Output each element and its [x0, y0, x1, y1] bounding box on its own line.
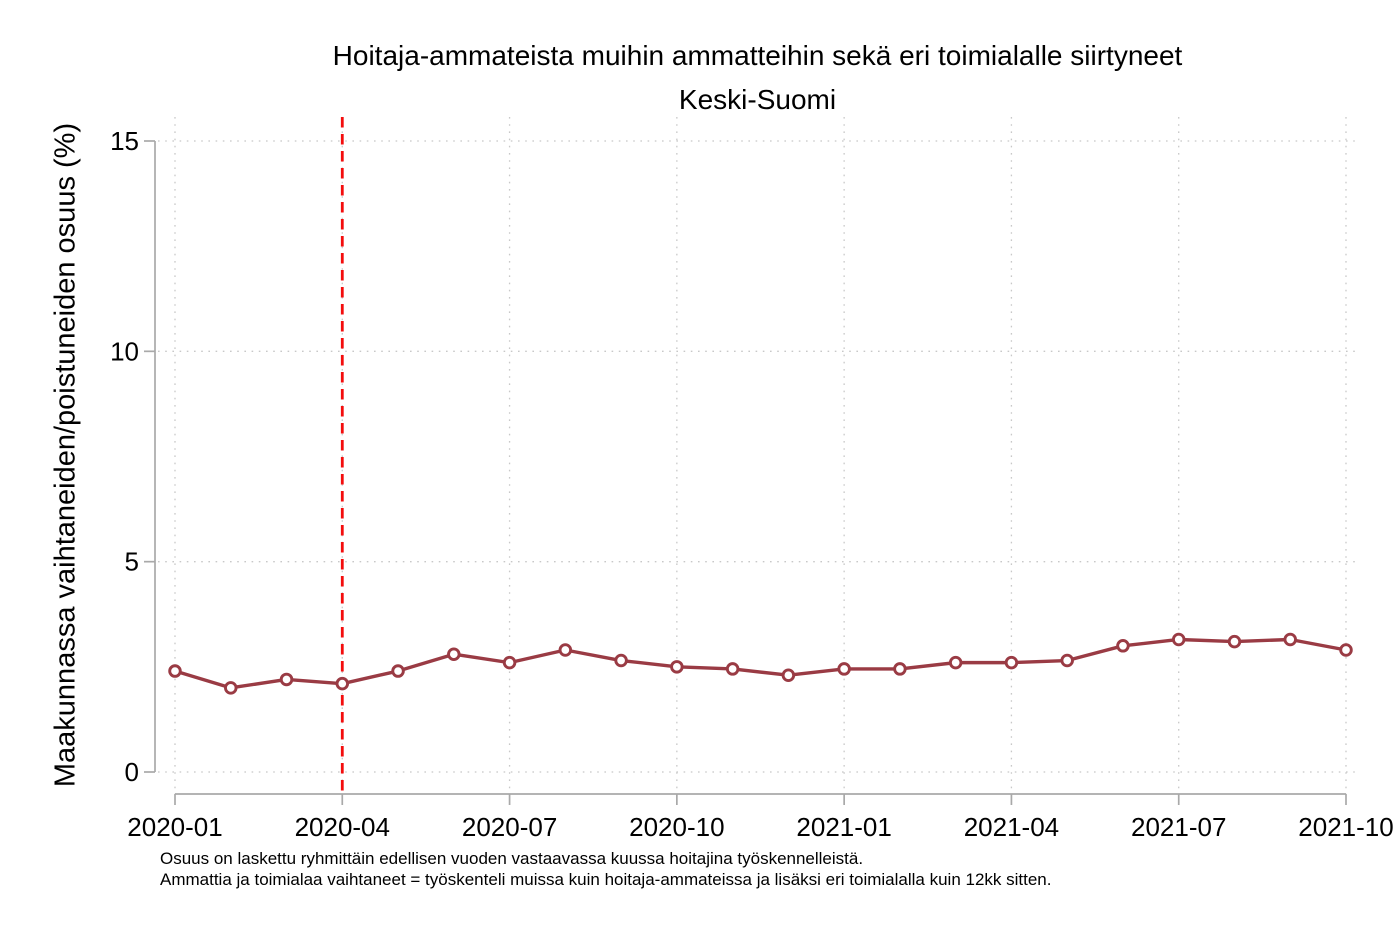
y-gridlines [158, 140, 1358, 773]
data-point [1004, 655, 1019, 670]
footnote-line-1: Osuus on laskettu ryhmittäin edellisen v… [160, 849, 864, 868]
footnote-line-2: Ammattia ja toimialaa vaihtaneet = työsk… [160, 870, 1052, 889]
x-axis: 2020-01 2020-04 2020-07 2020-10 2021-01 2021-… [127, 793, 1394, 842]
data-point [391, 664, 405, 678]
x-tick-label: 2020-10 [629, 812, 724, 842]
x-tick-label: 2020-07 [462, 812, 557, 842]
data-point [725, 662, 740, 676]
footnotes: Osuus on laskettu ryhmittäin edellisen v… [160, 848, 1051, 890]
data-point [837, 662, 851, 676]
data-point [948, 655, 963, 670]
x-tick-label: 2020-04 [295, 812, 390, 842]
chart-subtitle: Keski-Suomi [678, 84, 837, 115]
data-point [224, 681, 238, 695]
series-line [173, 637, 1348, 690]
data-point [781, 668, 796, 682]
x-tick-label: 2021-04 [964, 812, 1059, 842]
y-tick-label: 10 [110, 336, 139, 366]
data-point [558, 643, 573, 657]
y-tick-label: 5 [125, 547, 139, 577]
data-point [168, 664, 182, 678]
y-axis: 0 5 10 15 [110, 126, 156, 787]
data-point [335, 676, 350, 691]
y-tick-label: 0 [125, 757, 139, 787]
data-point [1060, 653, 1074, 668]
data-point [1171, 632, 1186, 647]
x-tick-label: 2021-07 [1131, 812, 1226, 842]
data-point [502, 655, 517, 670]
y-tick-label: 15 [110, 126, 139, 156]
data-point [279, 672, 294, 687]
x-tick-label: 2021-10 [1298, 812, 1393, 842]
data-point [1116, 639, 1130, 653]
x-tick-label: 2020-01 [127, 812, 222, 842]
data-point [670, 660, 684, 674]
chart-title: Hoitaja-ammateista muihin ammatteihin se… [332, 40, 1183, 71]
data-point [1339, 643, 1353, 657]
data-point [447, 647, 461, 661]
x-tick-label: 2021-01 [796, 812, 891, 842]
data-point [893, 662, 907, 676]
data-point [1227, 634, 1242, 649]
series-markers [168, 632, 1353, 695]
x-gridlines [174, 117, 1347, 794]
data-point [1283, 632, 1297, 647]
data-point [614, 653, 628, 668]
